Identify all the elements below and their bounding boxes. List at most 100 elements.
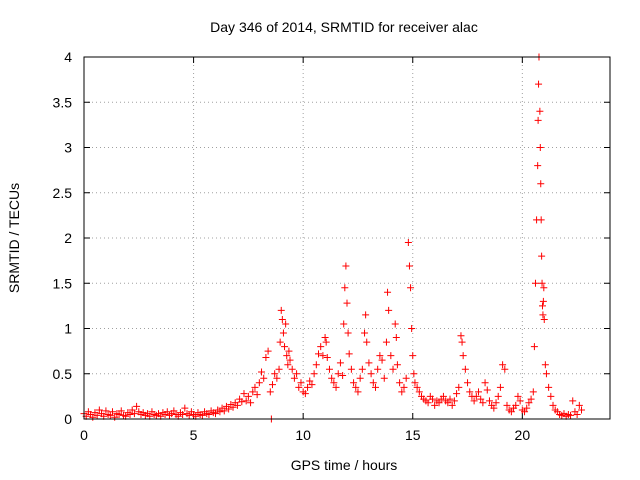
data-point bbox=[444, 399, 452, 407]
data-point bbox=[284, 361, 292, 369]
data-point bbox=[536, 107, 544, 115]
data-point bbox=[102, 407, 110, 415]
data-point bbox=[249, 388, 257, 396]
data-point bbox=[273, 374, 281, 382]
data-point bbox=[293, 370, 301, 378]
x-tick-label: 15 bbox=[405, 427, 421, 443]
data-point bbox=[275, 365, 283, 373]
data-point bbox=[547, 392, 555, 400]
data-point bbox=[507, 408, 515, 416]
data-point bbox=[393, 361, 401, 369]
data-point bbox=[310, 370, 318, 378]
data-point bbox=[322, 338, 330, 346]
data-point bbox=[362, 311, 370, 319]
data-point bbox=[545, 383, 553, 391]
data-point bbox=[106, 411, 114, 419]
tick-layer: 0 0.5 1 1.5 2 2.5 3 3.5 4 0 5 10 15 20 bbox=[53, 49, 610, 443]
data-point bbox=[271, 370, 279, 378]
data-point bbox=[428, 395, 436, 403]
data-point bbox=[405, 262, 413, 270]
data-point bbox=[115, 410, 123, 418]
data-point bbox=[352, 383, 360, 391]
data-point bbox=[212, 410, 219, 418]
data-point bbox=[523, 404, 531, 412]
data-point bbox=[408, 325, 416, 332]
data-point bbox=[410, 370, 418, 378]
data-point bbox=[126, 410, 134, 418]
data-point bbox=[278, 315, 286, 323]
data-point bbox=[255, 379, 263, 387]
data-point bbox=[512, 401, 520, 409]
data-point bbox=[356, 374, 364, 382]
data-point bbox=[315, 350, 323, 358]
data-point bbox=[308, 381, 316, 389]
data-point bbox=[466, 388, 474, 396]
data-point bbox=[336, 359, 344, 367]
data-point bbox=[247, 399, 255, 407]
data-point bbox=[306, 377, 314, 385]
data-point bbox=[448, 401, 456, 409]
data-point bbox=[492, 399, 500, 407]
data-point bbox=[521, 408, 529, 416]
data-point bbox=[279, 329, 287, 337]
data-point bbox=[233, 401, 241, 409]
data-point bbox=[334, 370, 342, 378]
data-point bbox=[93, 411, 101, 419]
data-point bbox=[341, 284, 349, 292]
data-point bbox=[396, 379, 404, 387]
data-point bbox=[516, 397, 524, 405]
data-point bbox=[496, 383, 504, 391]
data-point bbox=[170, 407, 178, 415]
data-point bbox=[181, 404, 189, 412]
y-tick-label: 0.5 bbox=[53, 366, 73, 382]
data-point bbox=[501, 365, 509, 373]
data-point bbox=[458, 338, 466, 346]
data-point bbox=[575, 401, 583, 409]
data-point bbox=[538, 252, 546, 260]
data-point bbox=[392, 334, 400, 342]
data-point bbox=[479, 399, 487, 407]
data-point bbox=[540, 315, 548, 323]
data-point bbox=[268, 381, 276, 389]
data-point bbox=[541, 361, 549, 369]
data-point bbox=[398, 388, 406, 396]
data-point bbox=[108, 408, 116, 416]
data-point bbox=[374, 365, 382, 373]
data-point bbox=[323, 353, 331, 361]
data-point bbox=[179, 410, 187, 418]
data-point bbox=[382, 338, 390, 346]
data-point bbox=[220, 407, 228, 415]
data-point bbox=[407, 284, 415, 292]
data-point bbox=[290, 374, 298, 382]
data-point bbox=[260, 374, 268, 382]
data-point bbox=[435, 399, 443, 407]
x-tick-label: 10 bbox=[295, 427, 311, 443]
data-point bbox=[404, 239, 412, 247]
data-point bbox=[499, 361, 507, 369]
data-point bbox=[238, 398, 246, 406]
data-point bbox=[240, 390, 248, 398]
data-point bbox=[400, 383, 408, 391]
grid-layer bbox=[84, 57, 610, 419]
data-point bbox=[485, 397, 493, 405]
data-point bbox=[503, 401, 511, 409]
data-point bbox=[459, 352, 467, 360]
data-point bbox=[411, 379, 419, 387]
data-point bbox=[321, 334, 329, 342]
data-point bbox=[483, 386, 491, 394]
data-point bbox=[461, 365, 469, 373]
data-point bbox=[424, 399, 432, 407]
data-point bbox=[128, 406, 136, 414]
data-point bbox=[531, 279, 539, 287]
data-point bbox=[130, 410, 138, 418]
data-point bbox=[537, 180, 545, 188]
data-point bbox=[295, 383, 303, 391]
x-tick-label: 20 bbox=[515, 427, 531, 443]
data-point bbox=[225, 405, 233, 413]
data-point bbox=[453, 390, 461, 398]
data-point bbox=[490, 404, 498, 412]
data-point bbox=[330, 379, 338, 387]
data-point bbox=[282, 320, 290, 328]
data-point bbox=[536, 144, 544, 151]
